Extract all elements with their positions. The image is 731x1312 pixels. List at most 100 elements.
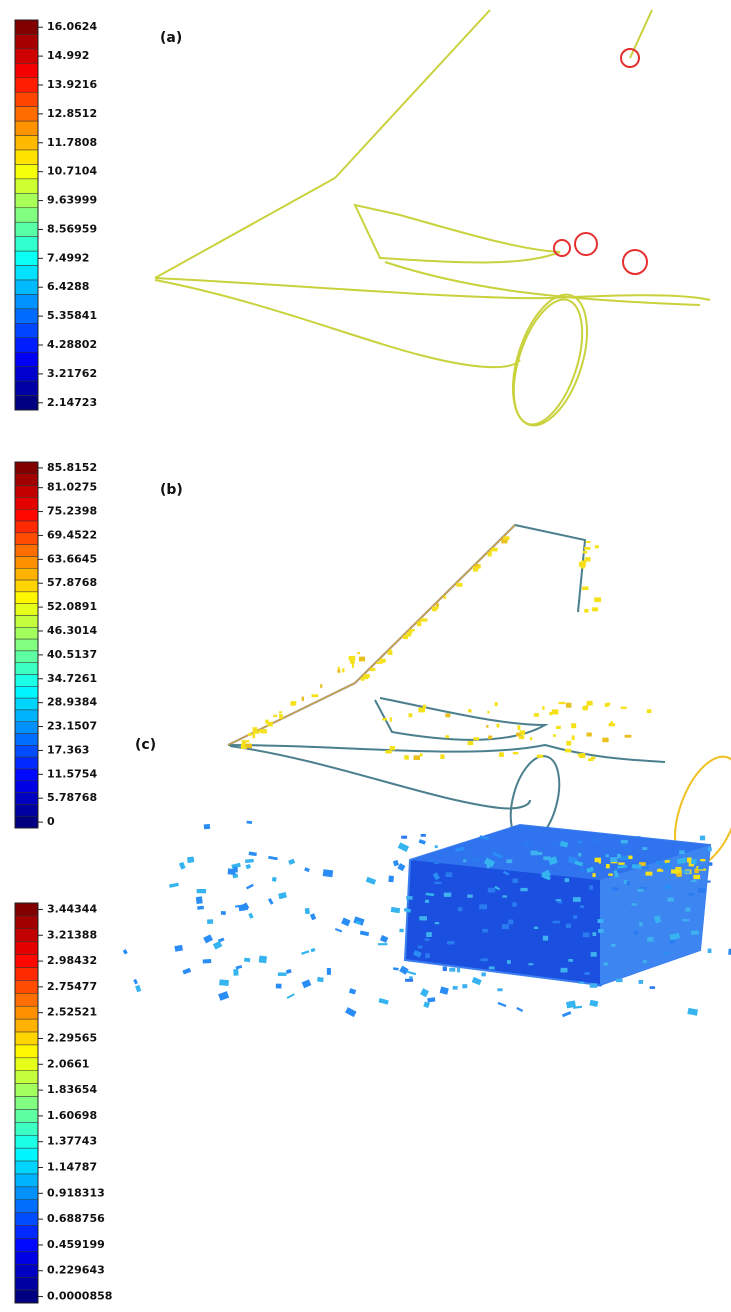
chip	[462, 984, 467, 988]
chip	[393, 860, 399, 866]
speckle	[408, 713, 412, 717]
chip	[447, 941, 454, 944]
speckle	[311, 694, 318, 697]
chip	[642, 847, 647, 850]
chip	[419, 916, 427, 920]
chip	[565, 878, 569, 882]
colorbar-band	[15, 179, 38, 193]
colorbar-band	[15, 580, 38, 592]
colorbar-label: 7.4992	[47, 251, 89, 264]
chip	[249, 852, 257, 857]
speckle	[488, 552, 492, 556]
speckle	[581, 560, 583, 563]
chip	[647, 937, 653, 942]
colorbar-band	[15, 1251, 38, 1264]
chip	[691, 931, 699, 935]
speckle	[503, 536, 509, 539]
chip	[683, 870, 690, 873]
speckle	[418, 621, 421, 625]
chip	[682, 919, 689, 921]
chip	[426, 932, 432, 937]
speckle	[473, 737, 479, 740]
chip	[669, 940, 675, 943]
chip	[566, 924, 571, 929]
colorbar-label: 46.3014	[47, 624, 97, 637]
chip	[435, 882, 442, 884]
chip	[268, 856, 278, 860]
colorbar-label: 2.98432	[47, 954, 97, 967]
chip	[169, 883, 179, 888]
colorbar-band	[15, 462, 38, 474]
chip	[423, 1001, 430, 1008]
colorbar-label: 85.8152	[47, 461, 97, 474]
speckle	[687, 857, 692, 862]
speckle	[359, 657, 365, 662]
colorbars: 16.062414.99213.921612.851211.780810.710…	[15, 20, 183, 1303]
speckle	[320, 684, 322, 688]
chip	[528, 963, 533, 965]
speckle	[445, 713, 450, 717]
speckle	[338, 667, 340, 670]
nacelle-inner	[500, 291, 595, 433]
colorbar-label: 75.2398	[47, 505, 97, 518]
chip	[248, 913, 253, 919]
colorbar-band	[15, 1213, 38, 1226]
highlight	[575, 233, 597, 255]
colorbar-band	[15, 604, 38, 616]
speckle	[273, 715, 277, 717]
colorbar-band	[15, 1148, 38, 1161]
colorbar-label: 13.9216	[47, 78, 97, 91]
chip	[245, 859, 254, 863]
panel-label: (c)	[135, 737, 156, 753]
chip	[219, 979, 229, 986]
chip	[236, 965, 243, 969]
chip	[691, 880, 696, 882]
colorbar-band	[15, 1045, 38, 1058]
chip	[643, 960, 647, 963]
chip	[558, 901, 563, 903]
colorbar-band	[15, 352, 38, 366]
speckle	[404, 755, 409, 759]
chip	[244, 958, 250, 963]
speckle	[594, 608, 598, 610]
chip	[642, 867, 649, 869]
chip	[187, 857, 194, 864]
chip	[380, 935, 388, 943]
speckle	[583, 551, 587, 554]
chip	[481, 958, 488, 961]
speckle	[352, 663, 354, 668]
speckle	[566, 703, 572, 708]
chip	[407, 971, 417, 976]
speckle	[491, 549, 497, 551]
colorbar-label: 81.0275	[47, 481, 97, 494]
chip	[305, 908, 310, 914]
chip	[610, 857, 617, 862]
colorbar-band	[15, 381, 38, 395]
chip	[679, 850, 685, 854]
colorbar-band	[15, 651, 38, 663]
colorbar-label: 28.9384	[47, 696, 97, 709]
chip	[632, 903, 637, 905]
colorbar-band	[15, 63, 38, 77]
colorbar-label: 10.7104	[47, 165, 97, 178]
chip	[345, 1007, 357, 1017]
colorbar-label: 3.21388	[47, 928, 97, 941]
colorbar-band	[15, 734, 38, 746]
speckle	[584, 609, 588, 613]
colorbar-band	[15, 968, 38, 981]
colorbar-label: 12.8512	[47, 107, 97, 120]
chip	[520, 888, 527, 891]
colorbar-label: 0.918313	[47, 1186, 105, 1199]
chip	[604, 962, 609, 965]
chip	[399, 929, 404, 933]
speckle	[421, 618, 424, 620]
speckle	[468, 741, 474, 745]
colorbar-band	[15, 222, 38, 236]
speckle	[370, 668, 375, 671]
speckle	[488, 736, 492, 740]
chip	[221, 911, 226, 915]
chip	[481, 972, 486, 976]
speckle	[357, 652, 360, 654]
chip	[597, 984, 602, 986]
chip	[502, 924, 509, 929]
